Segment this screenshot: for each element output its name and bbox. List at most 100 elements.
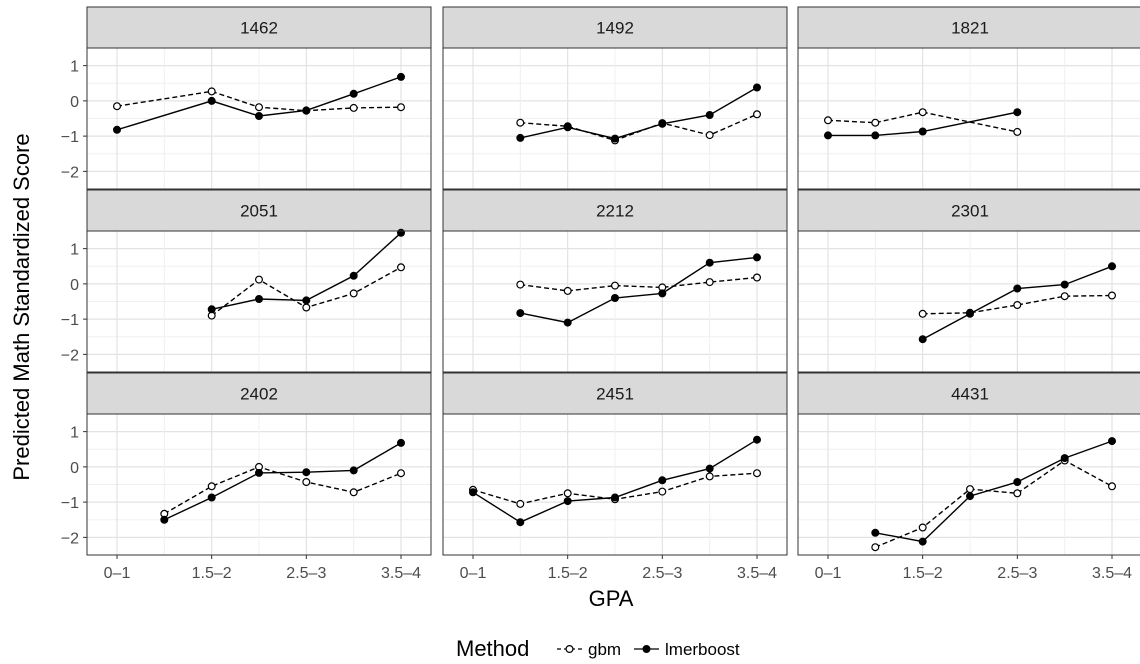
y-tick-label: 0 (70, 460, 79, 477)
y-tick-label: 1 (70, 425, 79, 442)
y-tick-label: 0 (70, 277, 79, 294)
data-point-lmerboost (397, 438, 406, 447)
data-point-gbm (397, 103, 406, 112)
data-point-gbm (823, 116, 832, 125)
facet-strip (797, 6, 1140, 49)
panel-border (86, 413, 432, 556)
facet-strip-label: 1492 (596, 19, 634, 38)
series-line-gbm (116, 90, 402, 112)
data-point-lmerboost (302, 106, 311, 115)
y-tick-label: 1 (70, 242, 79, 259)
data-point-gbm (610, 281, 619, 290)
data-point-lmerboost (255, 111, 264, 120)
data-point-gbm (1013, 301, 1022, 310)
x-tick-label: 0–1 (815, 565, 842, 582)
data-point-gbm (1013, 127, 1022, 136)
data-point-lmerboost (349, 466, 358, 475)
y-tick-label: −1 (61, 312, 79, 329)
data-point-lmerboost (563, 318, 572, 327)
data-point-lmerboost (705, 110, 714, 119)
data-point-lmerboost (397, 228, 406, 237)
data-point-gbm (965, 485, 974, 494)
data-point-gbm (871, 543, 880, 552)
facet-panel-2402: 2402 (86, 372, 432, 556)
x-tick-label: 2.5–3 (286, 565, 326, 582)
panel-border (797, 413, 1140, 556)
facet-strip-label: 2451 (596, 385, 634, 404)
legend-key-gbm (557, 644, 582, 653)
data-point-gbm (207, 482, 216, 491)
data-point-lmerboost (752, 83, 761, 92)
facet-panel-1821: 1821 (797, 6, 1140, 190)
y-tick-label: −2 (61, 347, 79, 364)
data-point-gbm (397, 263, 406, 272)
series-line-lmerboost (875, 440, 1113, 543)
series-line-gbm (875, 459, 1113, 548)
facet-strip-label: 2402 (240, 385, 278, 404)
x-tick-label: 1.5–2 (903, 565, 943, 582)
data-point-lmerboost (516, 133, 525, 142)
x-tick-label: 3.5–4 (1092, 565, 1132, 582)
series-line-lmerboost (116, 76, 402, 131)
data-point-lmerboost (1060, 454, 1069, 463)
y-tick-label: −1 (61, 495, 79, 512)
facet-panel-2212: 2212 (442, 189, 788, 373)
y-tick-label: −1 (61, 129, 79, 146)
x-tick-label: 2.5–3 (642, 565, 682, 582)
data-point-gbm (112, 102, 121, 111)
data-point-gbm (516, 280, 525, 289)
panel-border (442, 413, 788, 556)
x-tick-label: 1.5–2 (192, 565, 232, 582)
data-point-lmerboost (516, 309, 525, 318)
data-point-gbm (918, 108, 927, 117)
data-point-lmerboost (207, 96, 216, 105)
data-point-gbm (752, 273, 761, 282)
data-point-lmerboost (349, 271, 358, 280)
data-point-gbm (1013, 489, 1022, 498)
legend: Method gbm lmerboost (456, 636, 740, 661)
x-tick-label: 3.5–4 (737, 565, 777, 582)
panel-border (442, 230, 788, 373)
data-point-lmerboost (610, 134, 619, 143)
data-point-lmerboost (302, 296, 311, 305)
data-point-lmerboost (1060, 280, 1069, 289)
data-point-lmerboost (918, 537, 927, 546)
facet-strip-label: 1462 (240, 19, 278, 38)
facet-strip (797, 189, 1140, 232)
data-point-gbm (516, 499, 525, 508)
data-point-lmerboost (1107, 262, 1116, 271)
data-point-lmerboost (610, 294, 619, 303)
y-axis: 1 0 −1 −2 1 0 −1 −2 1 0 −1 −2 (61, 59, 87, 547)
data-point-lmerboost (349, 89, 358, 98)
legend-title: Method (456, 636, 529, 661)
x-tick-label: 0–1 (460, 565, 487, 582)
data-point-lmerboost (823, 131, 832, 140)
data-point-lmerboost (563, 123, 572, 132)
panel-border (86, 47, 432, 190)
data-point-gbm (255, 103, 264, 112)
data-point-gbm (705, 472, 714, 481)
data-point-lmerboost (1013, 478, 1022, 487)
y-tick-label: −2 (61, 164, 79, 181)
series-line-lmerboost (828, 111, 1018, 137)
y-axis-title: Predicted Math Standardized Score (9, 133, 34, 480)
data-point-lmerboost (1013, 284, 1022, 293)
data-point-lmerboost (965, 492, 974, 501)
facet-panel-4431: 4431 (797, 372, 1140, 556)
data-point-gbm (918, 309, 927, 318)
data-point-gbm (349, 488, 358, 497)
data-point-gbm (563, 286, 572, 295)
facet-panels: 1462 1492 1821 2051 2212 2301 2402 2451 4431 (86, 6, 1140, 556)
data-point-lmerboost (918, 335, 927, 344)
panel-border (442, 47, 788, 190)
series-line-lmerboost (520, 256, 758, 324)
data-point-lmerboost (752, 253, 761, 262)
data-point-gbm (397, 469, 406, 478)
data-point-lmerboost (469, 488, 478, 497)
x-tick-label: 1.5–2 (548, 565, 588, 582)
data-point-lmerboost (705, 464, 714, 473)
facet-panel-2301: 2301 (797, 189, 1140, 373)
facet-strip-label: 1821 (951, 19, 989, 38)
data-point-gbm (1107, 291, 1116, 300)
series-line-gbm (163, 466, 402, 515)
